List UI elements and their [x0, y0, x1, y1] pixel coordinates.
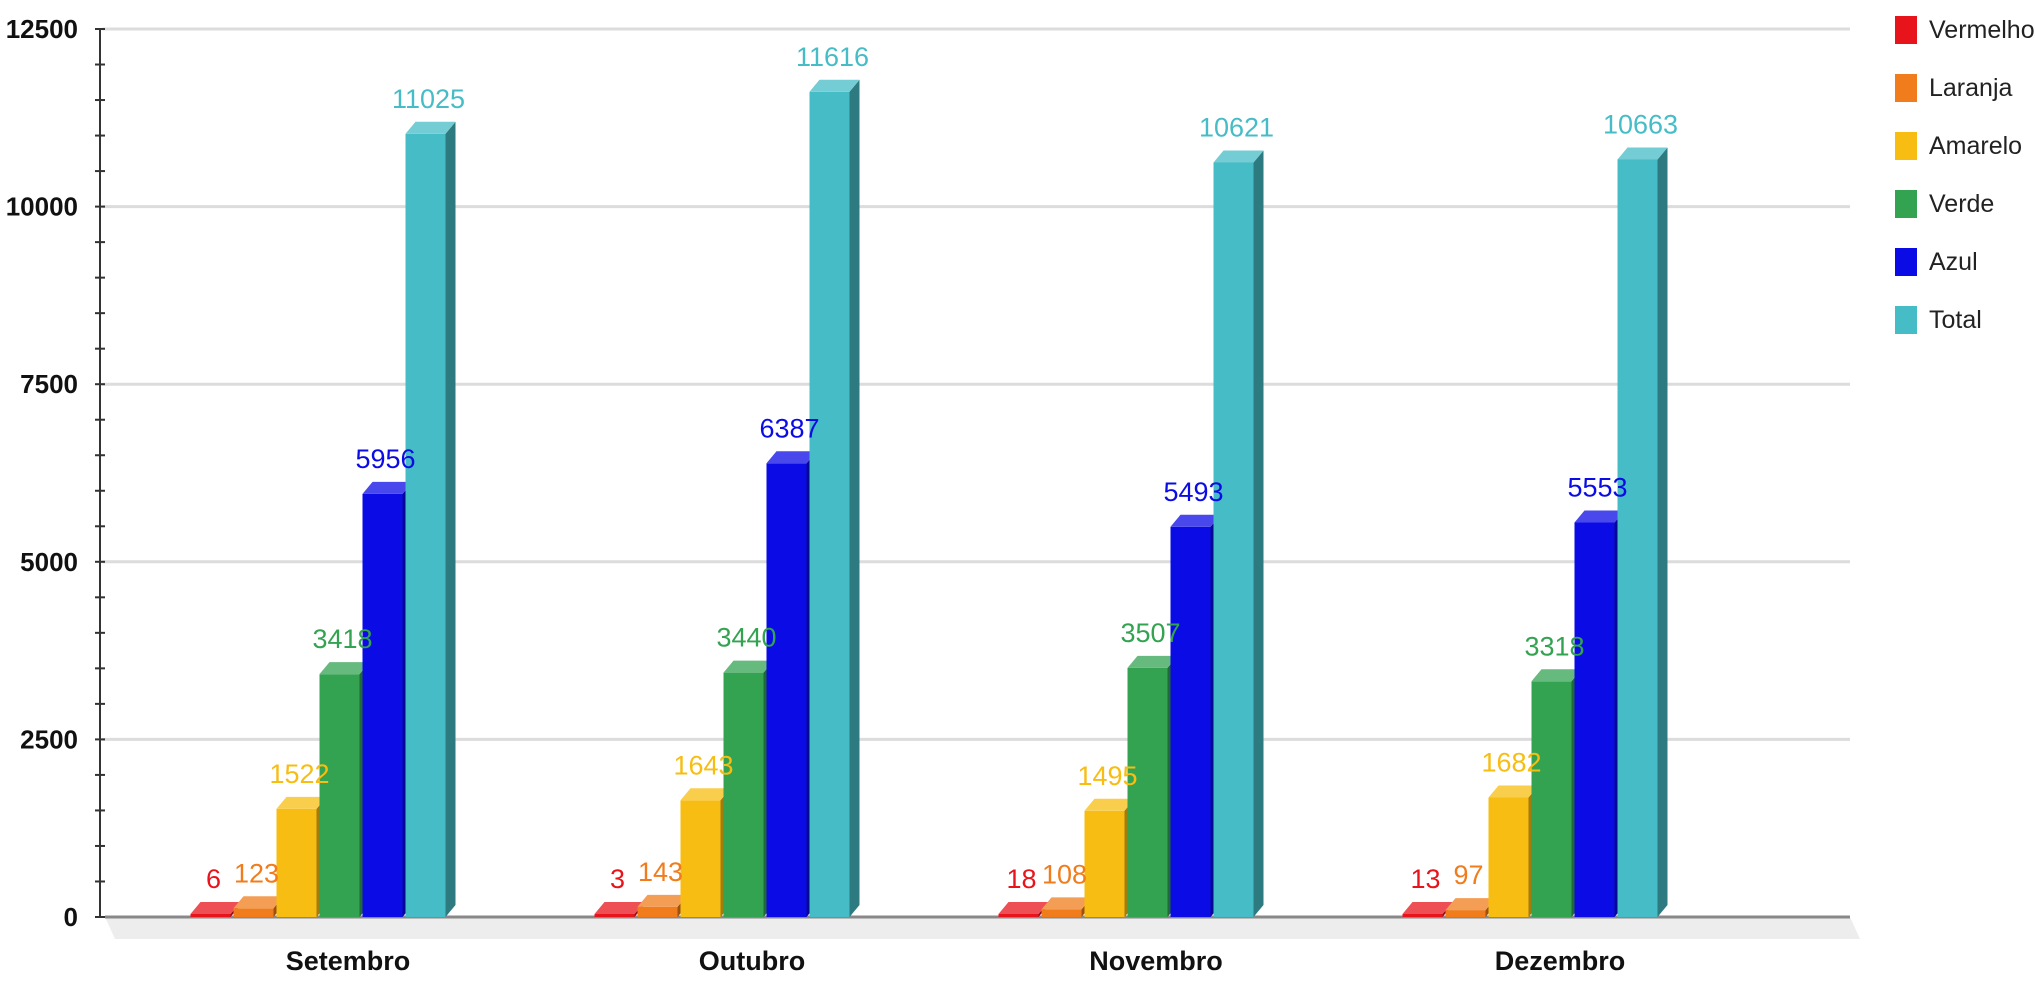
y-tick-label: 7500	[20, 369, 78, 399]
x-tick-label: Setembro	[286, 946, 411, 976]
bar-laranja-dezembro	[1445, 898, 1496, 917]
data-label: 1522	[269, 759, 329, 789]
data-label: 97	[1453, 860, 1483, 890]
legend-label: Laranja	[1929, 74, 2012, 102]
bar-azul-novembro	[1170, 514, 1221, 917]
legend-swatch	[1895, 190, 1917, 218]
data-label: 3440	[716, 623, 776, 653]
y-tick-label: 0	[64, 902, 78, 932]
legend-swatch	[1895, 306, 1917, 334]
legend-item-verde: Verde	[1895, 190, 1994, 218]
legend-swatch	[1895, 74, 1917, 102]
x-tick-label: Dezembro	[1495, 946, 1626, 976]
legend-label: Verde	[1929, 190, 1994, 218]
bar-azul-setembro	[362, 481, 413, 917]
bar-laranja-setembro	[233, 896, 284, 917]
y-tick-label: 12500	[6, 14, 78, 44]
legend-item-vermelho: Vermelho	[1895, 16, 2035, 44]
bar-vermelho-setembro	[190, 902, 241, 917]
data-labels: 6 123 1522 3418 5956 11025 3 143 1643 3440 6387 116…	[206, 42, 1678, 894]
legend-label: Vermelho	[1929, 16, 2035, 44]
bar-total-dezembro	[1617, 147, 1668, 917]
data-label: 3318	[1524, 631, 1584, 661]
data-label: 18	[1006, 864, 1036, 894]
legend-item-laranja: Laranja	[1895, 74, 2012, 102]
bar-amarelo-dezembro	[1488, 785, 1539, 917]
x-tick-label: Outubro	[699, 946, 805, 976]
legend-label: Total	[1929, 306, 1982, 334]
bar-vermelho-dezembro	[1402, 902, 1453, 917]
bar-verde-dezembro	[1531, 669, 1582, 917]
legend-item-azul: Azul	[1895, 248, 1978, 276]
legend-item-amarelo: Amarelo	[1895, 132, 2022, 160]
data-label: 1495	[1077, 761, 1137, 791]
data-label: 6	[206, 864, 221, 894]
bars	[190, 79, 1668, 918]
y-tick-label: 5000	[20, 547, 78, 577]
bar-amarelo-novembro	[1084, 798, 1135, 917]
legend-swatch	[1895, 248, 1917, 276]
bar-laranja-novembro	[1041, 897, 1092, 917]
data-label: 123	[234, 858, 279, 888]
data-label: 6387	[759, 413, 819, 443]
bar-verde-setembro	[319, 662, 370, 917]
bar-vermelho-novembro	[998, 902, 1049, 917]
bar-amarelo-outubro	[680, 788, 731, 917]
legend: Vermelho Laranja Amarelo Verde Azul Total	[1895, 16, 2035, 334]
y-tick-label: 10000	[6, 192, 78, 222]
bar-azul-outubro	[766, 451, 817, 917]
data-label: 3	[610, 864, 625, 894]
y-axis: 0 2500 5000 7500 10000 12500	[6, 14, 105, 932]
bar-total-setembro	[405, 121, 456, 917]
data-label: 5493	[1163, 477, 1223, 507]
data-label: 1643	[673, 750, 733, 780]
data-label: 13	[1410, 864, 1440, 894]
y-tick-label: 2500	[20, 724, 78, 754]
data-label: 10663	[1603, 110, 1678, 140]
data-label: 5956	[355, 444, 415, 474]
legend-label: Azul	[1929, 248, 1978, 276]
bar-vermelho-outubro	[594, 902, 645, 917]
bar-verde-outubro	[723, 660, 774, 917]
floor-plane	[105, 917, 1860, 939]
data-label: 108	[1042, 859, 1087, 889]
bar-total-novembro	[1213, 150, 1264, 918]
data-label: 3507	[1120, 618, 1180, 648]
data-label: 10621	[1199, 112, 1274, 142]
legend-item-total: Total	[1895, 306, 1982, 334]
bar-laranja-outubro	[637, 894, 688, 917]
data-label: 143	[638, 857, 683, 887]
x-tick-label: Novembro	[1089, 946, 1223, 976]
x-axis-labels: Setembro Outubro Novembro Dezembro	[286, 946, 1626, 976]
data-label: 3418	[312, 624, 372, 654]
chart-floor	[105, 915, 1860, 939]
bar-amarelo-setembro	[276, 796, 327, 917]
data-label: 11616	[796, 42, 869, 72]
legend-label: Amarelo	[1929, 132, 2022, 160]
data-label: 11025	[392, 84, 465, 114]
legend-swatch	[1895, 132, 1917, 160]
bar-azul-dezembro	[1574, 510, 1625, 917]
legend-swatch	[1895, 16, 1917, 44]
data-label: 5553	[1567, 473, 1627, 503]
bar-total-outubro	[809, 79, 860, 917]
data-label: 1682	[1481, 748, 1541, 778]
